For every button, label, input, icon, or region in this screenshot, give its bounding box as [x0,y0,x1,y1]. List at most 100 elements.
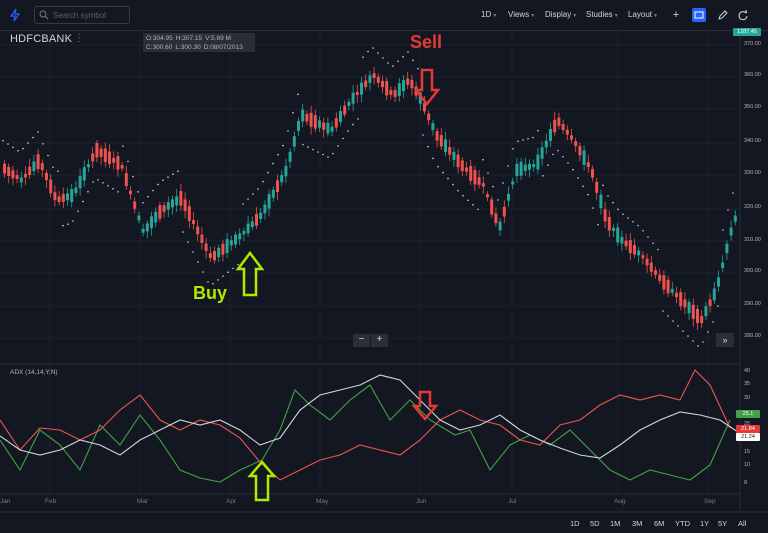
candle-body [171,199,174,208]
candle-body [649,262,653,272]
sar-dot [122,145,124,147]
candle-body [200,234,204,243]
search-input[interactable] [53,8,127,22]
sar-dot [97,179,99,181]
sar-dot [22,147,24,150]
period-5y[interactable]: 5Y [718,519,728,528]
period-1m[interactable]: 1M [610,519,621,528]
candle-body [124,173,128,187]
period-ytd[interactable]: YTD [675,519,690,528]
sar-dot [472,204,474,206]
candle-body [175,196,179,206]
high-value: H:307.15 [175,35,203,42]
layout-menu[interactable]: Layout ▾ [628,10,657,19]
candle-body [103,148,107,163]
sar-dot [102,182,104,184]
sar-dot [612,201,614,204]
sar-dot [117,191,119,193]
symbol-search[interactable] [34,6,130,24]
zoom-in-button[interactable]: + [371,334,388,347]
sar-dot [382,57,384,59]
symbol-menu-icon[interactable]: ⋮ [74,33,84,44]
candle-body [418,92,422,104]
indicator-tick: 10 [744,462,751,468]
sar-dot [292,111,294,114]
sar-dot [197,261,199,263]
sar-dot [347,130,349,132]
candle-body [187,206,191,222]
layout-label: Layout [628,10,653,19]
sar-dot [572,168,574,171]
sar-dot [577,177,579,179]
candle-body [456,154,460,168]
month-label: Jun [416,498,427,505]
sar-dot [632,220,634,223]
sar-dot [287,130,289,132]
symbol-name[interactable]: HDFCBANK [10,33,73,45]
candle-body [284,165,288,177]
candle-body [515,163,519,176]
candle-body [507,193,510,201]
candle-body [318,120,321,128]
candle-body [28,166,32,176]
price-tick: 300.00 [744,268,761,274]
studies-menu[interactable]: Studies ▾ [586,10,618,19]
candle-body [528,163,531,170]
candle-body [108,151,111,165]
sar-dot [367,50,369,53]
display-menu[interactable]: Display ▾ [545,10,576,19]
plus-icon[interactable]: + [672,9,680,21]
sar-dot [32,136,34,139]
candle-body [339,111,342,122]
views-menu[interactable]: Views ▾ [508,10,534,19]
scroll-to-latest-button[interactable]: » [716,333,734,347]
sar-dot [187,241,189,243]
sar-dot [312,148,314,151]
lightning-icon[interactable] [8,8,22,22]
screenshot-icon[interactable] [692,8,706,22]
candle-body [368,75,372,83]
sar-dot [587,193,589,196]
candle-body [465,167,468,172]
sell-arrow-top [413,68,441,107]
sar-dot [337,145,339,147]
candle-body [603,209,607,222]
candle-body [150,216,153,229]
interval-dropdown[interactable]: 1D ▾ [481,10,496,19]
sar-dot [227,271,229,274]
candle-body [292,136,296,147]
price-tick: 320.00 [744,204,761,210]
candle-body [633,245,636,255]
pencil-icon[interactable] [716,8,730,22]
sar-dot [617,208,619,211]
price-tick: 340.00 [744,138,761,144]
period-3m[interactable]: 3M [632,519,643,528]
sar-dot [457,189,459,192]
candle-body [309,112,313,127]
candle-body [229,240,233,246]
buy-arrow-top [235,250,265,297]
candle-body [372,73,376,78]
candle-body [670,288,674,293]
period-5d[interactable]: 5D [590,519,600,528]
period-6m[interactable]: 6M [654,519,665,528]
candle-body [120,165,124,169]
candle-body [402,80,405,92]
period-1d[interactable]: 1D [570,519,580,528]
period-all[interactable]: All [738,519,747,528]
indicator-tick: 30 [744,395,751,401]
candle-body [544,140,548,148]
sar-dot [262,180,264,183]
indicator-label[interactable]: ADX (14,14,Y,N) [10,369,58,376]
zoom-out-button[interactable]: − [353,334,370,347]
search-icon [39,10,49,20]
candle-body [213,251,216,261]
buy-annotation: Buy [193,283,228,303]
period-1y[interactable]: 1Y [700,519,710,528]
candle-body [591,168,594,178]
candle-body [381,80,384,88]
candle-body [183,199,187,211]
sar-dot [722,229,724,231]
refresh-icon[interactable] [736,8,750,22]
